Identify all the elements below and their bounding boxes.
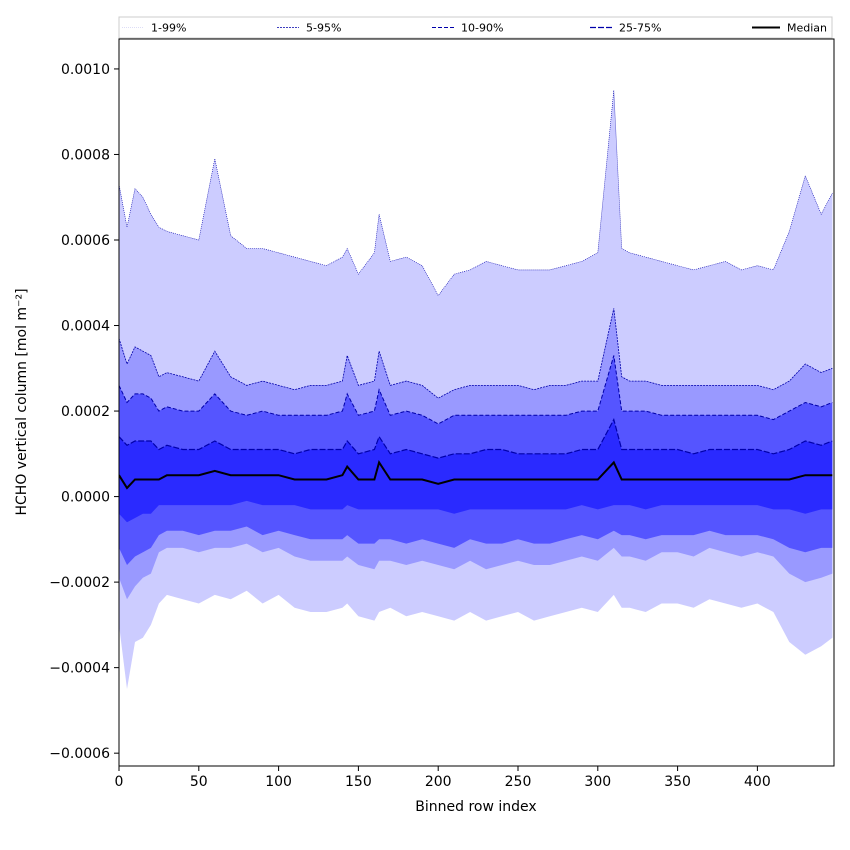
x-tick-label: 200 <box>425 774 452 790</box>
y-axis: −0.0006 −0.0004 −0.0002 0.0000 0.0002 0.0004 0… <box>49 62 119 762</box>
legend-label: 10-90% <box>461 22 503 35</box>
y-tick-label: 0.0000 <box>61 490 110 506</box>
legend-box <box>118 16 833 39</box>
legend-label: 5-95% <box>306 22 341 35</box>
x-tick-label: 400 <box>744 774 771 790</box>
x-tick-label: 350 <box>664 774 691 790</box>
percentile-edges <box>119 90 833 459</box>
x-axis: 0 50 100 150 200 250 300 350 400 <box>115 766 771 790</box>
x-tick-label: 250 <box>505 774 532 790</box>
percentile-bands <box>119 90 833 690</box>
legend-label: Median <box>787 22 827 35</box>
band-25-75 <box>119 419 833 523</box>
x-tick-label: 0 <box>115 774 124 790</box>
band-upper-line-10-90 <box>119 355 833 425</box>
band-upper-line-5-95 <box>119 308 833 399</box>
legend-label: 25-75% <box>619 22 661 35</box>
plot-area <box>118 38 835 767</box>
y-axis-title: HCHO vertical column [mol m⁻²] <box>14 288 30 515</box>
x-tick-label: 100 <box>265 774 292 790</box>
x-tick-label: 50 <box>190 774 208 790</box>
legend-label: 1-99% <box>151 22 186 35</box>
median-line <box>119 459 833 490</box>
y-tick-label: 0.0004 <box>61 319 110 335</box>
x-tick-label: 150 <box>345 774 372 790</box>
legend: 1-99% 5-95% 10-90% 25-75% Median <box>118 16 833 39</box>
y-tick-label: 0.0008 <box>61 147 110 163</box>
y-tick-label: −0.0006 <box>49 746 110 762</box>
y-tick-label: −0.0004 <box>49 661 110 677</box>
y-tick-label: 0.0002 <box>61 404 110 420</box>
x-tick-label: 300 <box>584 774 611 790</box>
y-tick-label: 0.0010 <box>61 62 110 78</box>
y-tick-label: −0.0002 <box>49 575 110 591</box>
x-axis-title: Binned row index <box>415 799 536 815</box>
band-upper-line-25-75 <box>119 417 833 459</box>
plot-frame <box>118 38 835 767</box>
median-layer <box>119 459 833 490</box>
band-upper-line-1-99 <box>119 90 833 297</box>
y-tick-label: 0.0006 <box>61 233 110 249</box>
